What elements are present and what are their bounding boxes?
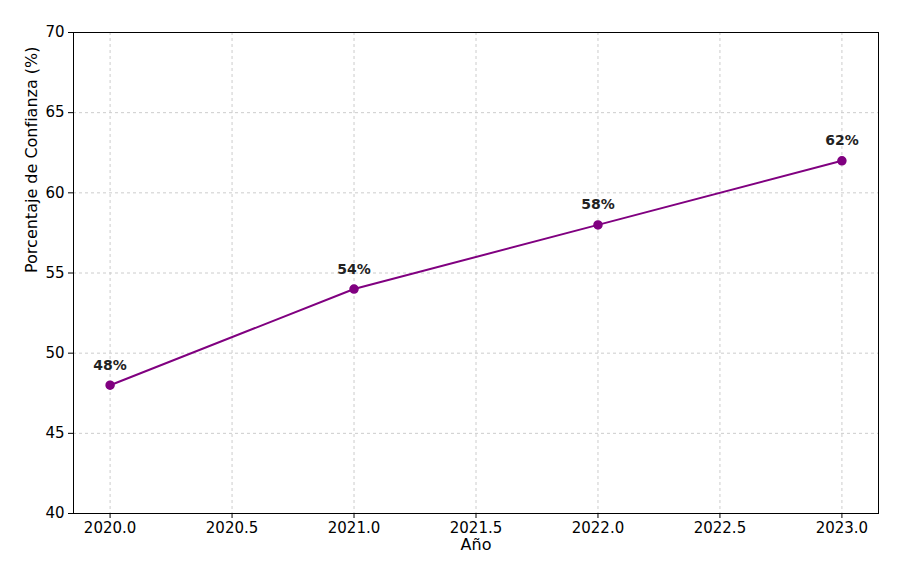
svg-text:65: 65	[45, 103, 64, 121]
svg-text:2022.0: 2022.0	[572, 519, 625, 537]
svg-text:48%: 48%	[93, 357, 127, 373]
svg-text:54%: 54%	[337, 261, 371, 277]
svg-text:60: 60	[45, 184, 64, 202]
svg-text:2020.5: 2020.5	[206, 519, 259, 537]
svg-text:58%: 58%	[581, 196, 615, 212]
svg-text:2023.0: 2023.0	[816, 519, 869, 537]
svg-text:2021.0: 2021.0	[328, 519, 381, 537]
svg-text:62%: 62%	[825, 132, 859, 148]
svg-text:2022.5: 2022.5	[694, 519, 747, 537]
svg-text:45: 45	[45, 424, 64, 442]
svg-text:2021.5: 2021.5	[449, 519, 503, 538]
svg-text:55: 55	[45, 264, 64, 282]
svg-text:50: 50	[45, 344, 64, 362]
svg-text:40: 40	[45, 504, 64, 522]
svg-text:Año: Año	[461, 535, 492, 554]
svg-text:Porcentaje de Confianza (%): Porcentaje de Confianza (%)	[22, 46, 41, 273]
svg-text:2020.0: 2020.0	[84, 519, 137, 537]
svg-text:70: 70	[45, 23, 64, 41]
